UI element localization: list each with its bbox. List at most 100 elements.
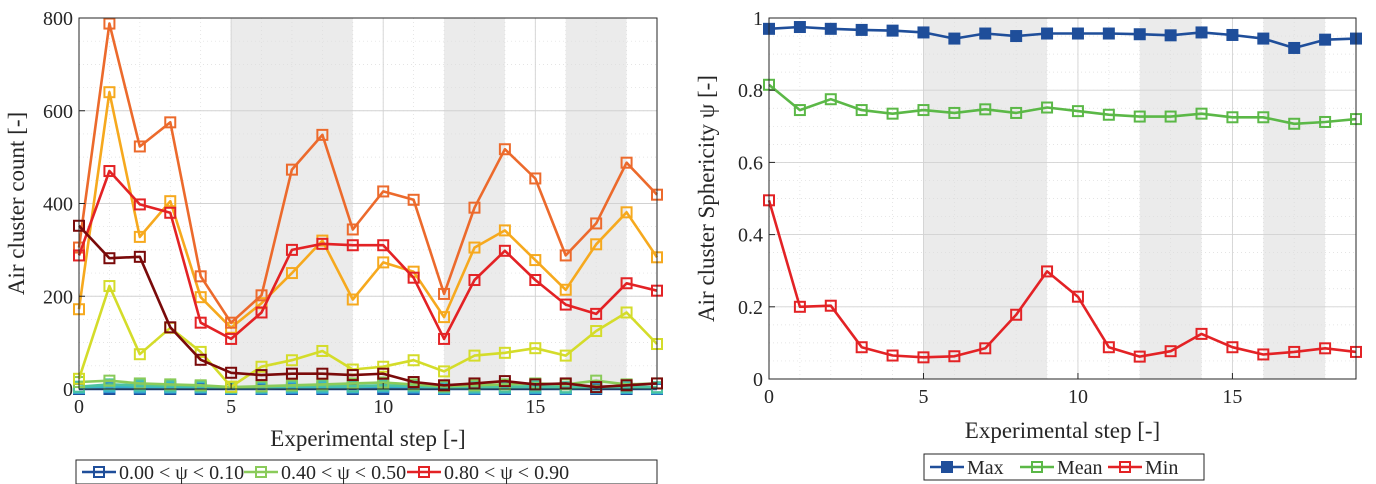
data-point: [1288, 117, 1301, 130]
legend-label: Mean: [1057, 457, 1103, 479]
data-point: [855, 341, 868, 354]
data-point: [133, 198, 146, 211]
y-tick-label: 0.8: [738, 80, 763, 102]
data-point: [194, 291, 207, 304]
data-point: [498, 143, 511, 156]
y-tick-label: 0: [63, 379, 73, 401]
x-axis-label: Experimental step [-]: [965, 418, 1160, 443]
data-point: [559, 283, 572, 296]
y-tick-label: 0.6: [738, 152, 763, 174]
data-point: [824, 93, 837, 106]
data-point: [103, 252, 116, 265]
data-point: [285, 354, 298, 367]
data-point: [133, 250, 146, 263]
data-point: [917, 351, 930, 364]
data-point: [1010, 308, 1023, 321]
data-point: [1010, 30, 1023, 43]
data-point: [590, 381, 603, 394]
data-point: [1041, 101, 1054, 114]
y-axis-label: Air cluster count [-]: [4, 112, 29, 295]
data-point: [316, 367, 329, 380]
data-point: [194, 353, 207, 366]
data-point: [468, 201, 481, 214]
data-point: [255, 380, 268, 393]
data-point: [225, 316, 238, 329]
data-point: [917, 26, 930, 39]
data-point: [590, 307, 603, 320]
data-point: [1041, 27, 1054, 40]
legend-swatch-marker: [93, 466, 105, 478]
data-point: [793, 21, 806, 34]
data-point: [438, 332, 451, 345]
data-point: [1102, 108, 1115, 121]
data-point: [225, 332, 238, 345]
data-point: [948, 106, 961, 119]
data-point: [285, 243, 298, 256]
data-point: [103, 280, 116, 293]
legend-swatch-marker: [1119, 461, 1131, 473]
data-point: [793, 300, 806, 313]
data-point: [1319, 115, 1332, 128]
data-point: [438, 311, 451, 324]
data-point: [133, 377, 146, 390]
y-tick-label: 200: [43, 286, 73, 308]
legend-swatch-marker: [255, 466, 267, 478]
plot-area: [769, 18, 1356, 379]
data-point: [103, 165, 116, 178]
data-point: [438, 365, 451, 378]
y-tick-label: 800: [43, 8, 73, 30]
data-point: [1288, 345, 1301, 358]
data-point: [103, 17, 116, 30]
x-axis-label: Experimental step [-]: [270, 426, 465, 451]
data-point: [559, 298, 572, 311]
data-point: [316, 237, 329, 250]
legend-label: Max: [967, 457, 1004, 479]
data-point: [1195, 107, 1208, 120]
data-point: [1226, 28, 1239, 41]
data-point: [1319, 342, 1332, 355]
legend-box: [923, 453, 1205, 481]
data-point: [1071, 105, 1084, 118]
x-tick-label: 5: [226, 396, 236, 418]
data-point: [225, 366, 238, 379]
data-point: [133, 140, 146, 153]
legend-label: 0.80 < ψ < 0.90: [444, 462, 569, 484]
data-point: [886, 349, 899, 362]
y-tick-label: 0.2: [738, 297, 763, 319]
data-point: [529, 274, 542, 287]
data-point: [559, 249, 572, 262]
data-point: [620, 277, 633, 290]
data-point: [377, 360, 390, 373]
data-point: [917, 104, 930, 117]
data-point: [948, 350, 961, 363]
x-tick-label: 15: [525, 396, 545, 418]
data-point: [285, 163, 298, 176]
data-point: [438, 287, 451, 300]
y-tick-label: 0: [753, 369, 763, 391]
data-point: [1257, 32, 1270, 45]
data-point: [255, 289, 268, 302]
data-point: [407, 376, 420, 389]
data-point: [194, 345, 207, 358]
data-point: [1195, 327, 1208, 340]
data-point: [1010, 106, 1023, 119]
x-tick-label: 10: [1068, 386, 1088, 408]
data-point: [590, 217, 603, 230]
x-tick-label: 10: [373, 396, 393, 418]
data-point: [346, 369, 359, 382]
data-point: [1164, 29, 1177, 42]
data-point: [255, 369, 268, 382]
legend-swatch-marker: [1031, 461, 1043, 473]
data-point: [194, 270, 207, 283]
data-point: [468, 349, 481, 362]
legend-label: Min: [1145, 457, 1178, 479]
legend-label: 0.40 < ψ < 0.50: [281, 462, 406, 484]
data-point: [886, 24, 899, 37]
data-point: [529, 342, 542, 355]
data-point: [1071, 27, 1084, 40]
y-tick-label: 0.4: [738, 225, 763, 247]
x-tick-label: 0: [764, 386, 774, 408]
data-point: [590, 325, 603, 338]
data-point: [559, 349, 572, 362]
